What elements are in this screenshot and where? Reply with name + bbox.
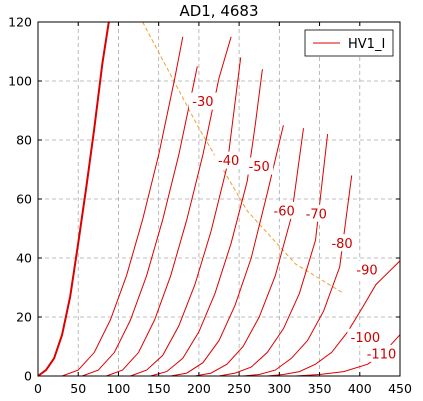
y-tick-label: 120	[8, 15, 32, 30]
curve-label: -70	[306, 207, 327, 222]
curve-label-bg	[270, 201, 299, 219]
curve-label-bg	[328, 234, 357, 252]
y-tick-label: 40	[16, 251, 32, 266]
y-tick-label: 100	[8, 74, 32, 89]
curve-label: -60	[274, 204, 295, 219]
load-line	[142, 21, 344, 294]
series-line	[218, 134, 329, 377]
curve-label-bg	[363, 344, 400, 362]
x-tick-label: 50	[70, 381, 86, 396]
x-tick-label: 250	[227, 381, 251, 396]
curve-label: -30	[192, 95, 213, 110]
load-line-path	[142, 21, 344, 294]
x-tick-label: 150	[147, 381, 171, 396]
curve-label-bg	[353, 260, 382, 278]
series-line	[243, 175, 353, 377]
y-tick-label: 80	[16, 133, 32, 148]
legend: HV1_I	[304, 29, 394, 57]
curve-label: -90	[356, 263, 377, 278]
y-tick-label: 60	[16, 192, 32, 207]
series-line	[130, 57, 242, 377]
grid	[38, 22, 400, 376]
x-tick-label: 450	[388, 381, 412, 396]
series-line	[150, 69, 263, 377]
axis-ticks: 0 50 100 150 200 250 300 350 400 450 0 20 40 60 80 100 1…	[8, 15, 412, 397]
curve-labels: -30 -40 -50 -60 -70 -80 -90 -100-110	[188, 92, 400, 362]
curve-label: -40	[218, 154, 239, 169]
series-line	[170, 125, 284, 377]
curve-label: -80	[331, 237, 352, 252]
curve-label-bg	[188, 92, 217, 110]
x-tick-label: 200	[187, 381, 211, 396]
curve-label-bg	[347, 328, 384, 346]
series-line	[194, 128, 304, 377]
curve-label-bg	[245, 157, 274, 175]
x-tick-label: 100	[107, 381, 131, 396]
x-tick-label: 400	[348, 381, 372, 396]
y-tick-label: 20	[16, 310, 32, 325]
curve-label: -100	[351, 331, 381, 346]
x-tick-label: 0	[34, 381, 42, 396]
series-line	[267, 260, 401, 377]
legend-label: HV1_I	[348, 37, 385, 52]
x-tick-label: 300	[267, 381, 291, 396]
curve-label-bg	[214, 151, 243, 169]
curve-label: -50	[249, 160, 270, 175]
curve-label: -110	[367, 347, 397, 362]
chart-title: AD1, 4683	[179, 2, 258, 20]
series-line	[61, 36, 184, 377]
curve-label-bg	[302, 204, 331, 222]
x-tick-label: 350	[308, 381, 332, 396]
series-line-zero-bias	[37, 21, 110, 377]
y-tick-label: 0	[24, 369, 32, 384]
